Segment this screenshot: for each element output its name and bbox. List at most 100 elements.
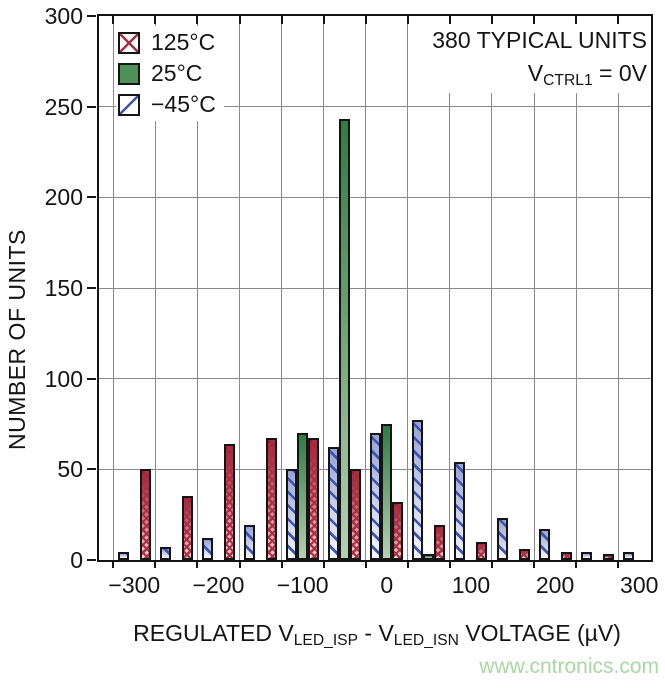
x-axis-tick: [533, 16, 536, 24]
x-tick-label: 200: [535, 572, 575, 598]
x-tick-label: 0: [380, 572, 394, 598]
bar-−45°C: [117, 552, 129, 560]
x-tick-label: 300: [620, 572, 659, 598]
bar-125°C: [139, 468, 151, 560]
x-axis-tick: [448, 16, 451, 24]
diagonal-swatch-icon: [118, 93, 140, 116]
y-axis-tick: [87, 287, 96, 289]
bar-125°C: [223, 443, 235, 560]
gridline-horizontal: [99, 378, 651, 380]
x-axis-tick: [617, 562, 620, 568]
bar-−45°C: [496, 517, 508, 560]
crosshatch-swatch-icon: [118, 31, 140, 54]
x-axis-tick: [448, 562, 451, 568]
legend-label: −45°C: [151, 91, 216, 117]
bar-25°C: [381, 423, 393, 560]
x-axis-title: REGULATED VLED_ISP - VLED_ISN VOLTAGE (µ…: [94, 620, 660, 649]
x-axis-tick: [364, 562, 367, 568]
x-axis-tick: [112, 16, 115, 24]
conditions-annotation: 380 TYPICAL UNITS VCTRL1 = 0V: [430, 24, 649, 93]
x-axis-tick: [322, 16, 325, 24]
text-part: VOLTAGE (µV): [458, 620, 621, 646]
y-tick-label: 200: [44, 184, 83, 211]
y-axis-tick: [87, 468, 96, 471]
gridline-vertical: [112, 16, 114, 560]
x-axis-tick: [490, 562, 493, 568]
x-axis-tick: [406, 562, 409, 568]
bar-−45°C: [538, 528, 550, 560]
bar-125°C: [602, 554, 614, 560]
y-axis-tick: [87, 15, 96, 17]
x-axis-tick: [154, 16, 157, 24]
gridline-vertical: [575, 16, 577, 560]
text-part: V: [527, 60, 544, 86]
x-axis-tick: [533, 562, 536, 568]
x-axis-tick: [196, 562, 199, 568]
bar-−45°C: [201, 537, 213, 560]
bar-−45°C: [622, 552, 634, 560]
x-axis-tick: [617, 16, 620, 24]
text-part: REGULATED V: [133, 620, 294, 646]
gridline-vertical: [239, 16, 241, 560]
gridline-horizontal: [99, 196, 651, 198]
gridline-vertical: [407, 16, 409, 560]
legend-item: 125°C: [118, 27, 216, 58]
bar-125°C: [308, 438, 320, 560]
text-part: - V: [358, 620, 394, 646]
gridline-vertical: [365, 16, 367, 560]
bar-25°C: [297, 432, 309, 560]
bar-125°C: [266, 438, 278, 560]
x-axis-tick: [280, 16, 283, 24]
bar-−45°C: [159, 546, 171, 560]
x-axis-tick: [575, 16, 578, 24]
legend-label: 25°C: [151, 60, 203, 86]
text-part: = 0V: [592, 60, 647, 86]
plot-area: 0 50 100 150 200 250 300 −300 −200 −100 0 100 200 300: [45, 3, 659, 598]
x-tick-label: −300: [108, 572, 161, 598]
x-axis-tick: [575, 562, 578, 568]
y-axis-tick: [87, 559, 96, 561]
bar-25°C: [423, 554, 435, 560]
y-tick-label: 100: [44, 365, 83, 392]
x-tick-label: −100: [276, 572, 329, 598]
bar-125°C: [392, 501, 404, 560]
subscript-text: CTRL1: [543, 72, 593, 90]
bar-−45°C: [412, 420, 424, 560]
x-axis-tick: [322, 562, 325, 568]
y-axis-tick: [87, 196, 96, 199]
bar-125°C: [350, 468, 362, 560]
bar-−45°C: [370, 432, 382, 560]
bar-−45°C: [580, 552, 592, 560]
x-axis-tick: [238, 16, 241, 24]
x-axis-tick: [112, 562, 115, 568]
bar-−45°C: [328, 447, 340, 560]
y-tick-label: 250: [44, 93, 83, 120]
x-axis-tick: [196, 16, 199, 24]
bar-125°C: [518, 548, 530, 560]
y-tick-label: 0: [70, 547, 83, 573]
plot-grid-and-bars: 0 50 100 150 200 250 300 −300 −200 −100 0 100 200 300: [45, 3, 659, 598]
bar-−45°C: [286, 468, 298, 560]
gridline-horizontal: [99, 106, 651, 108]
x-axis-tick: [406, 16, 409, 24]
solid-swatch-icon: [118, 62, 140, 85]
bar-25°C: [339, 119, 351, 560]
x-axis-tick: [238, 562, 241, 568]
y-axis-tick: [87, 377, 96, 380]
bar-−45°C: [244, 525, 256, 560]
legend-item: −45°C: [118, 89, 216, 120]
annotation-vctrl: VCTRL1 = 0V: [432, 57, 647, 93]
gridline-vertical: [323, 16, 325, 560]
bar-125°C: [476, 541, 488, 560]
legend-label: 125°C: [151, 29, 216, 55]
gridline-vertical: [533, 16, 535, 560]
gridline-vertical: [449, 16, 451, 560]
bar-125°C: [560, 552, 572, 560]
watermark-text: www.cntronics.com: [479, 655, 659, 678]
y-tick-label: 50: [57, 456, 83, 483]
gridline-vertical: [617, 16, 619, 560]
bar-125°C: [434, 525, 446, 560]
legend-item: 25°C: [118, 58, 216, 89]
x-axis-tick: [490, 16, 493, 24]
